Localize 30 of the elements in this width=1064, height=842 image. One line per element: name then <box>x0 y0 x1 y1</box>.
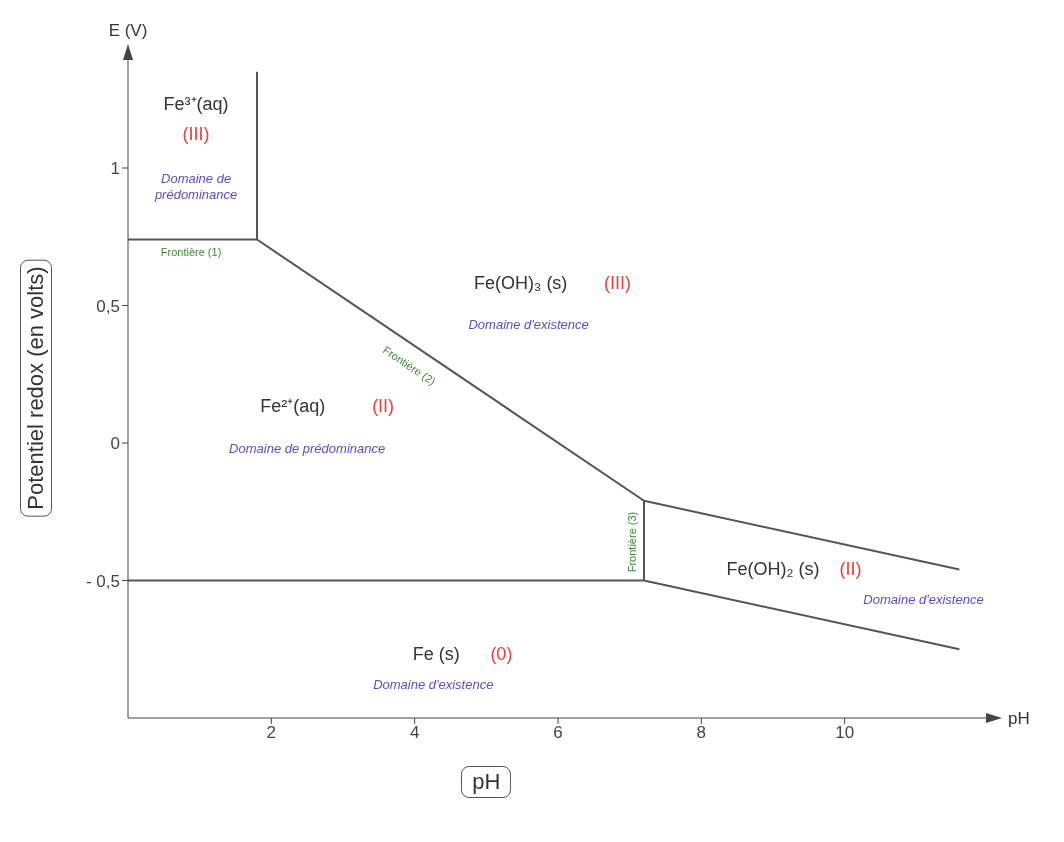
x-tick-label: 2 <box>266 723 277 743</box>
annotation: Domaine d'existence <box>373 677 494 693</box>
annotation: Fe²⁺(aq) <box>260 396 326 419</box>
annotation: (II) <box>839 558 862 581</box>
y-tick-label: 1 <box>110 159 120 179</box>
annotation: (0) <box>490 643 513 666</box>
annotation: Fe³⁺(aq) <box>163 93 229 116</box>
annotation: Domaine de prédominance <box>229 440 386 457</box>
text: pH <box>1008 709 1030 728</box>
annotation: (III) <box>182 124 210 146</box>
annotation: (II) <box>372 396 395 419</box>
annotation: Domaine d'existence <box>863 591 984 608</box>
annotation: Domaine de prédominance <box>153 171 239 203</box>
annotation: (III) <box>603 272 631 295</box>
x-axis-title: pH <box>461 766 512 798</box>
y-tick-label: - 0,5 <box>85 571 120 591</box>
x-tick-label: 4 <box>409 723 420 743</box>
annotation: Frontière (1) <box>160 246 222 260</box>
annotation: Frontière (3) <box>626 511 640 573</box>
x-tick-label: 8 <box>696 723 707 743</box>
annotation: Fe (s) <box>412 643 460 666</box>
annotation: Fe(OH)₃ (s) <box>474 272 568 295</box>
x-tick-label: 6 <box>553 723 563 743</box>
annotation: Fe(OH)₂ (s) <box>726 558 820 581</box>
y-tick-label: 0 <box>110 434 120 454</box>
y-tick-label: 0,5 <box>96 296 120 316</box>
annotation: Domaine d'existence <box>468 316 589 333</box>
y-axis-title: Potentiel redox (en volts) <box>20 259 52 517</box>
text: E (V) <box>108 21 148 40</box>
x-tick-label: 10 <box>835 723 855 743</box>
